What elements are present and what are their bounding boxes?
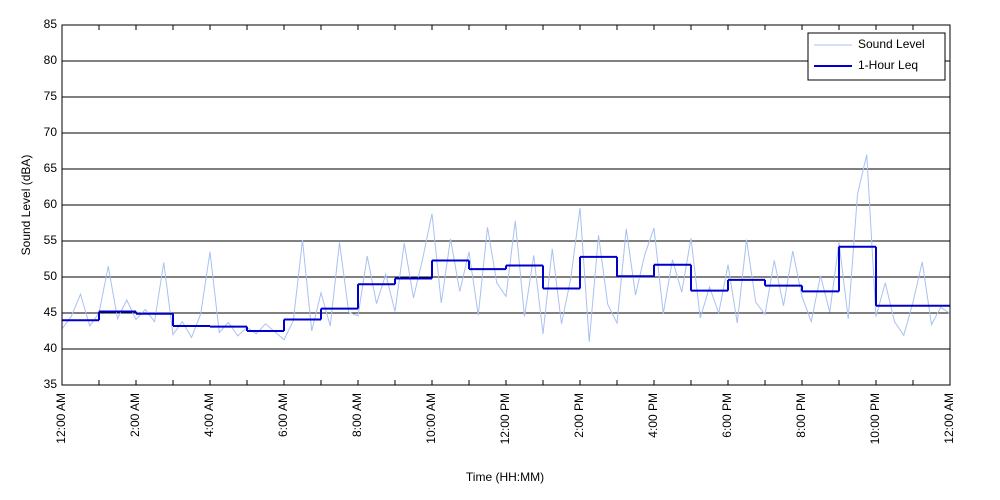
x-tick-label: 8:00 AM [350,393,364,437]
x-tick-label: 12:00 AM [942,393,956,444]
y-tick-label: 75 [44,89,58,103]
y-tick-label: 65 [44,161,58,175]
y-tick-label: 50 [44,269,58,283]
x-tick-label: 2:00 PM [572,393,586,438]
y-tick-label: 85 [44,17,58,31]
x-tick-label: 10:00 AM [424,393,438,444]
legend-label: Sound Level [858,37,925,51]
y-tick-label: 80 [44,53,58,67]
x-axis-label: Time (HH:MM) [466,470,544,484]
x-tick-label: 6:00 AM [276,393,290,437]
y-tick-label: 40 [44,341,58,355]
x-tick-label: 4:00 AM [202,393,216,437]
legend-label: 1-Hour Leq [858,58,918,72]
x-tick-label: 2:00 AM [128,393,142,437]
y-tick-label: 35 [44,377,58,391]
y-tick-label: 60 [44,197,58,211]
sound-level-line [61,154,951,342]
legend-box [807,32,946,81]
y-tick-label: 55 [44,233,58,247]
y-tick-label: 70 [44,125,58,139]
y-axis-label: Sound Level (dBA) [19,155,33,256]
x-tick-label: 12:00 AM [54,393,68,444]
x-tick-label: 4:00 PM [646,393,660,438]
x-tick-label: 6:00 PM [720,393,734,438]
x-tick-label: 12:00 PM [498,393,512,444]
y-tick-label: 45 [44,305,58,319]
x-tick-label: 10:00 PM [868,393,882,444]
x-tick-label: 8:00 PM [794,393,808,438]
plot-frame [61,24,951,386]
